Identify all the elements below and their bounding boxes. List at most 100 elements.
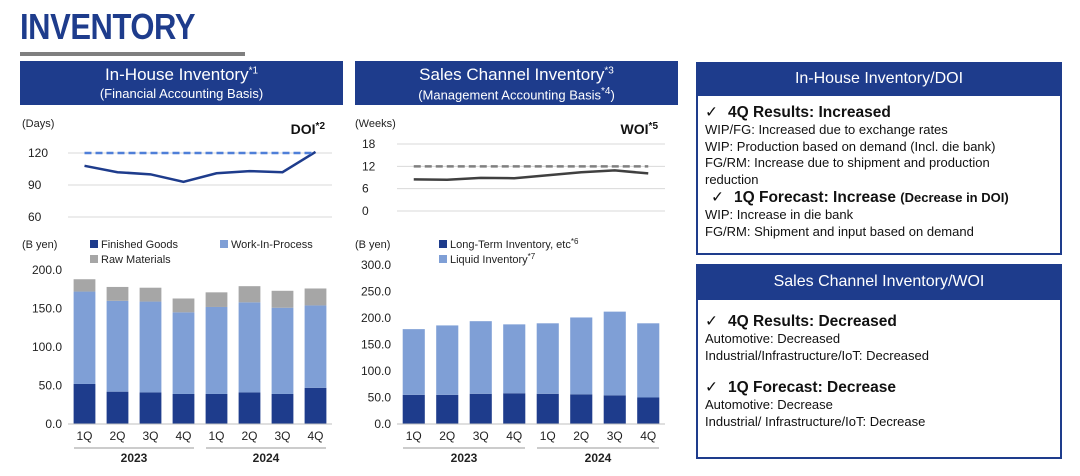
bar-segment: [172, 393, 195, 424]
bar-segment: [172, 312, 195, 394]
y-tick-label: 300.0: [361, 258, 391, 272]
woi-4q-line: Industrial/Infrastructure/IoT: Decreased: [705, 347, 929, 363]
y-tick-label: 60: [28, 210, 42, 224]
legend-label: Work-In-Process: [231, 239, 313, 251]
title-underline: [20, 52, 245, 56]
legend-label: Raw Materials: [101, 254, 171, 266]
x-tick-label: 3Q: [142, 429, 158, 443]
year-label: 2023: [121, 451, 148, 465]
legend-swatch: [90, 240, 98, 248]
check-icon: ✓: [705, 313, 718, 330]
doi-1q-forecast-note: (Decrease in DOI): [900, 190, 1009, 205]
bar-segment: [73, 279, 96, 292]
bar-segment: [503, 393, 526, 424]
legend-label-note: *7: [528, 252, 536, 261]
y-axis-label: (Days): [22, 118, 54, 130]
sales-channel-subtitle-note: *4: [601, 86, 611, 97]
woi-4q-line: Automotive: Decreased: [705, 331, 841, 346]
woi-1q-forecast-title: ✓ 1Q Forecast: Decrease: [705, 378, 1057, 397]
bar-segment: [637, 397, 660, 424]
x-tick-label: 2Q: [241, 429, 257, 443]
bar-segment: [139, 392, 162, 424]
woi-box-content: ✓ 4Q Results: Decreased Automotive: Decre…: [705, 312, 1057, 430]
bar-segment: [238, 286, 261, 303]
legend-label: Liquid Inventory*7: [450, 252, 536, 266]
sales-channel-title: Sales Channel Inventory: [419, 65, 605, 84]
y-tick-label: 50.0: [368, 391, 392, 405]
in-house-inventory-bar-chart: (B yen) 200.0 150.0 100.0 50.0 0.0 Finished Go…: [22, 239, 332, 465]
x-tick-label: 1Q: [76, 429, 92, 443]
year-label: 2024: [585, 451, 612, 465]
bar-segment: [205, 393, 228, 424]
chart-title-note: *2: [316, 121, 326, 132]
bar-segment: [436, 394, 459, 424]
bar-segment: [536, 393, 559, 424]
legend-swatch: [439, 240, 447, 248]
bar-segment: [603, 395, 626, 424]
doi-box-header: In-House Inventory/DOI: [696, 62, 1062, 96]
page-title: INVENTORY: [20, 6, 196, 47]
y-tick-label: 250.0: [361, 285, 391, 299]
bar-segment: [637, 323, 660, 398]
doi-1q-forecast-label: 1Q Forecast: Increase: [734, 189, 896, 206]
doi-line-chart: (Days) DOI*2 120 90 60: [22, 118, 332, 224]
y-tick-label: 150.0: [32, 302, 62, 316]
y-tick-label: 0.0: [45, 417, 62, 431]
x-tick-label: 4Q: [175, 429, 191, 443]
doi-box-content: ✓ 4Q Results: Increased WIP/FG: Increased…: [705, 103, 1057, 240]
bar-segment: [205, 292, 228, 307]
legend-swatch: [90, 255, 98, 263]
y-tick-label: 0: [362, 204, 369, 218]
bar-segment: [603, 311, 626, 396]
bar-segment: [304, 387, 327, 424]
chart-title: WOI*5: [621, 121, 659, 137]
doi-1q-line: FG/RM: Shipment and input based on deman…: [705, 223, 974, 239]
sales-channel-inventory-header: Sales Channel Inventory*3 (Management Ac…: [355, 61, 678, 105]
y-tick-label: 6: [362, 182, 369, 196]
x-tick-label: 2Q: [439, 429, 455, 443]
bar-segment: [536, 323, 559, 394]
y-tick-label: 150.0: [361, 338, 391, 352]
y-axis-label: (B yen): [355, 239, 390, 251]
legend-label-note: *6: [571, 237, 579, 246]
doi-1q-forecast-title: ✓ 1Q Forecast: Increase (Decrease in DOI): [705, 188, 1057, 207]
bar-segment: [402, 329, 425, 395]
y-tick-label: 90: [28, 178, 42, 192]
in-house-inventory-header: In-House Inventory*1 (Financial Accounti…: [20, 61, 343, 105]
y-tick-label: 100.0: [32, 340, 62, 354]
woi-1q-line: Industrial/ Infrastructure/IoT: Decrease: [705, 413, 926, 429]
bar-segment: [304, 305, 327, 388]
woi-1q-line: Automotive: Decrease: [705, 397, 833, 412]
sales-channel-inventory-bar-chart: (B yen) 300.0 250.0 200.0 150.0 100.0 50.0 0.0 L…: [355, 237, 665, 465]
doi-4q-line: FG/RM: Increase due to shipment and prod…: [705, 155, 990, 170]
bar-segment: [271, 393, 294, 424]
bar-segment: [106, 286, 129, 301]
series-line: [413, 169, 649, 181]
legend-label: Long-Term Inventory, etc*6: [450, 237, 579, 251]
woi-4q-results-title: ✓ 4Q Results: Decreased: [705, 312, 1057, 331]
doi-1q-line: WIP: Increase in die bank: [705, 207, 854, 222]
series-line: [84, 150, 317, 184]
doi-4q-results-label: 4Q Results: Increased: [728, 104, 891, 121]
sales-channel-subtitle: (Management Accounting Basis: [418, 87, 602, 103]
y-tick-label: 120: [28, 146, 48, 160]
bar-segment: [106, 300, 129, 392]
bar-segment: [570, 317, 593, 395]
bar-segment: [570, 394, 593, 424]
sales-channel-subtitle-end: ): [610, 87, 615, 103]
in-house-subtitle: (Financial Accounting Basis): [99, 86, 264, 101]
bar-segment: [172, 298, 195, 313]
x-tick-label: 3Q: [274, 429, 290, 443]
woi-box-header: Sales Channel Inventory/WOI: [696, 264, 1062, 300]
y-axis-label: (Weeks): [355, 118, 396, 130]
bar-segment: [139, 301, 162, 393]
legend-label: Finished Goods: [101, 239, 179, 251]
y-axis-label: (B yen): [22, 239, 57, 251]
bar-segment: [238, 392, 261, 424]
doi-4q-line: WIP/FG: Increased due to exchange rates: [705, 122, 948, 137]
year-label: 2024: [253, 451, 280, 465]
x-tick-label: 2Q: [573, 429, 589, 443]
check-icon: ✓: [711, 189, 724, 206]
bar-segment: [139, 287, 162, 302]
x-tick-label: 1Q: [540, 429, 556, 443]
